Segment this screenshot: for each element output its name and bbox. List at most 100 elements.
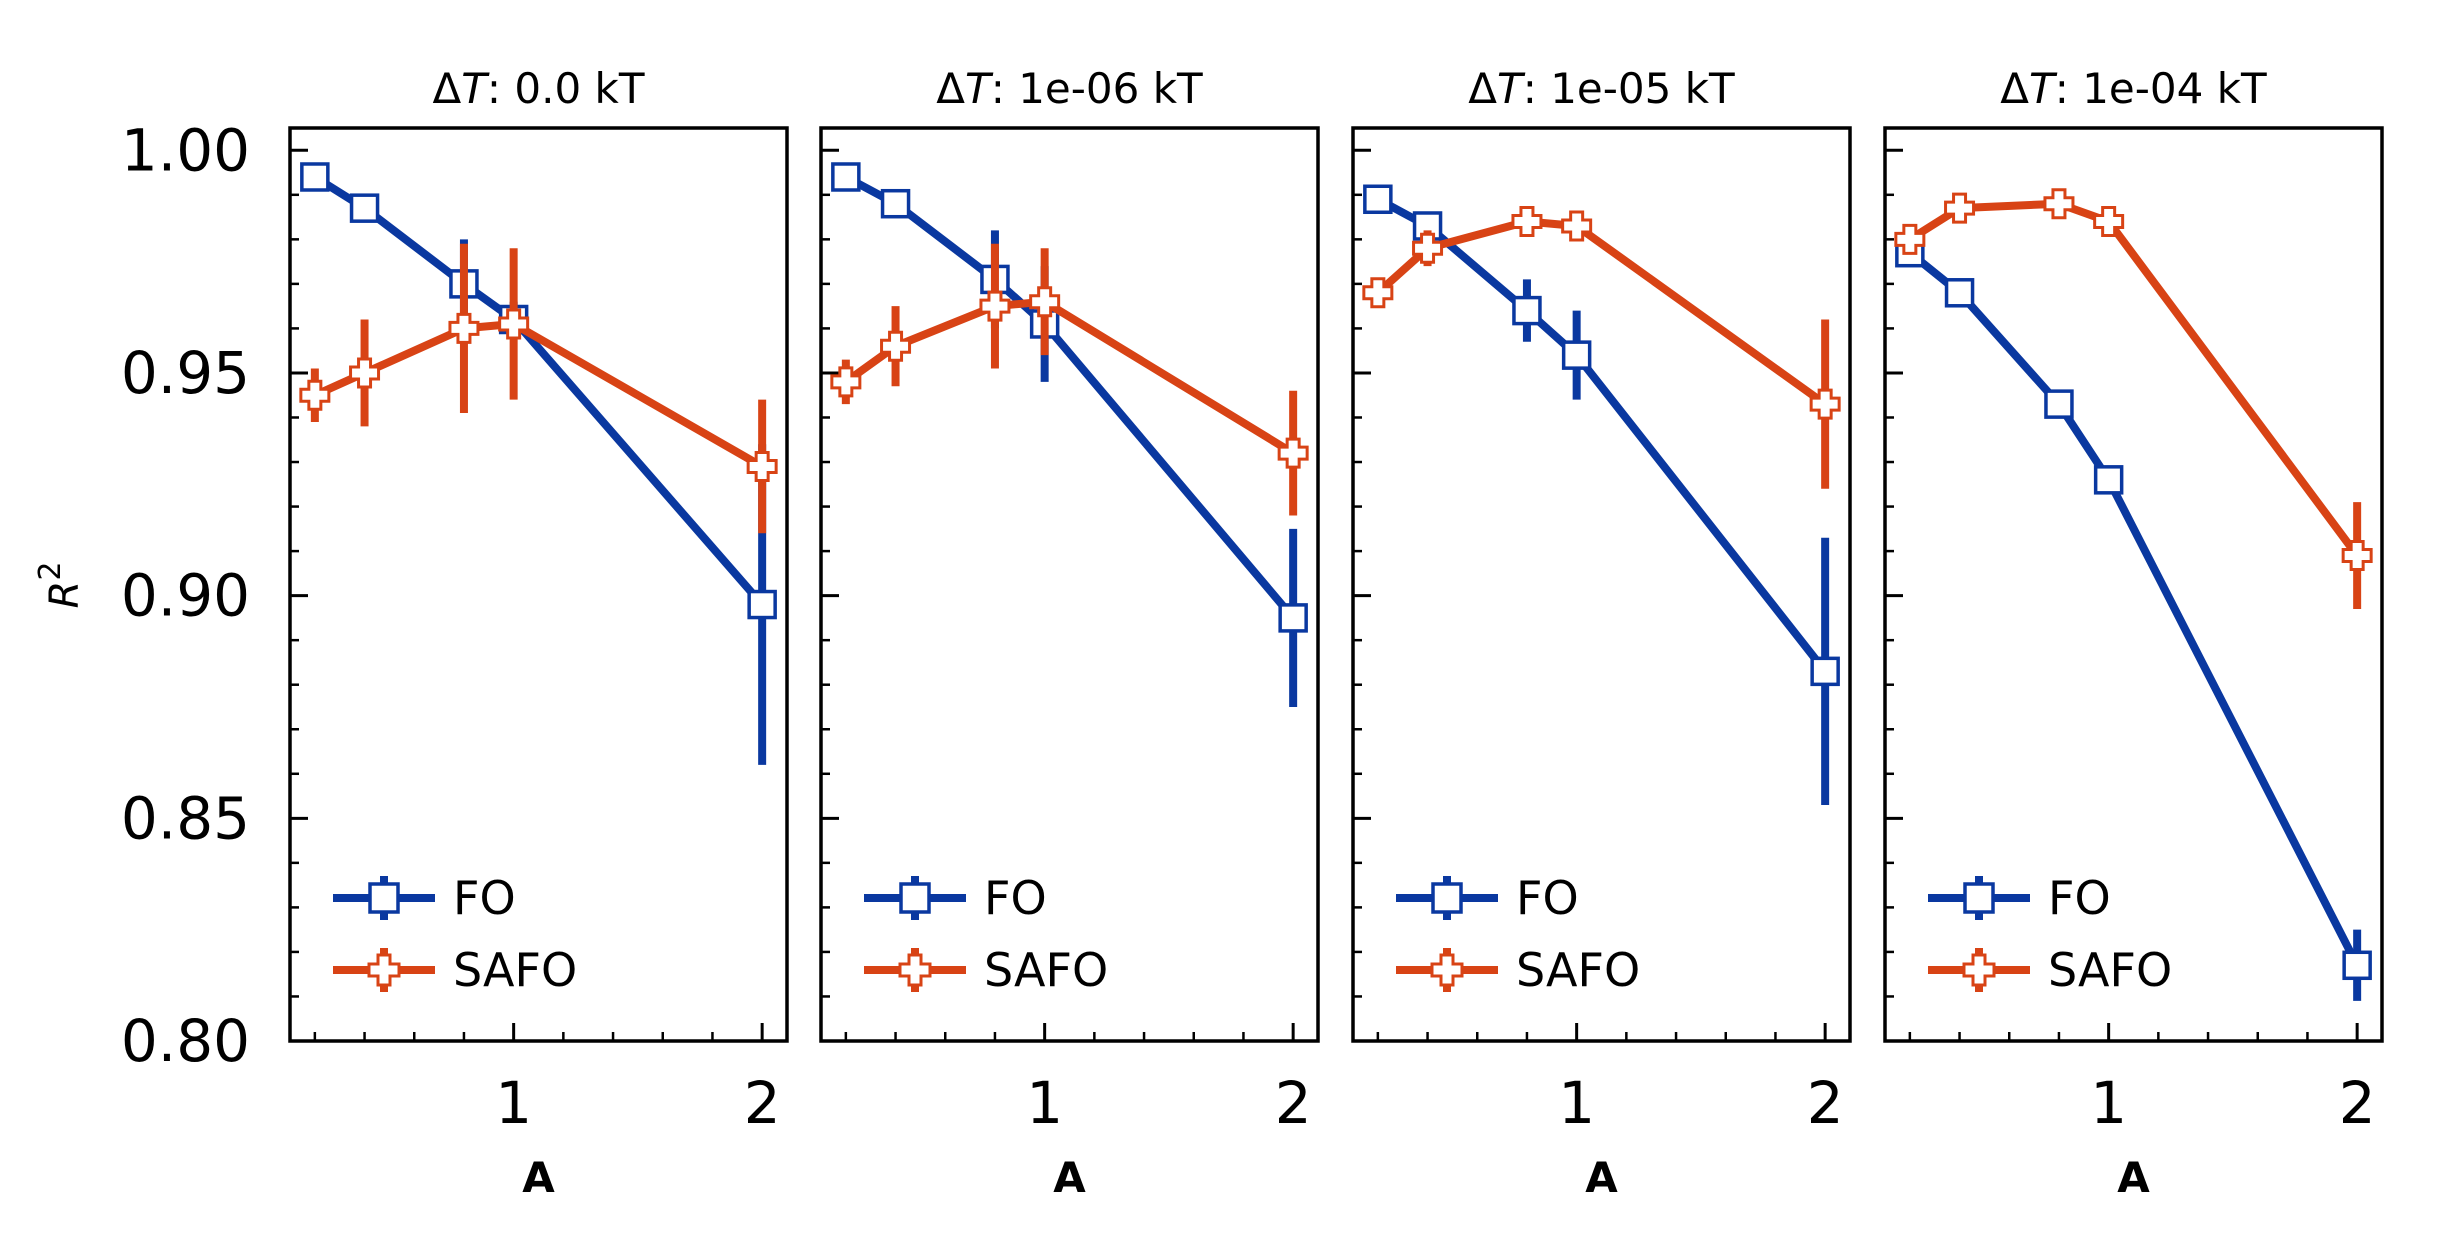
- data-point: [448, 312, 480, 344]
- legend-entry-fo: FO: [1928, 871, 2111, 925]
- legend-entry-safo: SAFO: [1396, 943, 1640, 997]
- panel-4: 1 2 ΔT: 1e-04 kT A FO SAFO: [1883, 64, 2384, 1202]
- panel-2: 1 2 ΔT: 1e-06 kT A FO SAFO: [819, 64, 1320, 1202]
- x-tick-label: 2: [744, 1069, 781, 1137]
- data-point: [1810, 656, 1840, 687]
- title-delta-var: T: [1497, 64, 1526, 113]
- panel-title: ΔT: 0.0 kT: [432, 64, 644, 113]
- axes-frame: [819, 126, 1320, 1043]
- data-point: [1809, 388, 1841, 420]
- data-point: [1363, 184, 1393, 215]
- title-delta-symbol: Δ: [432, 64, 461, 113]
- legend-entry-safo: SAFO: [1928, 943, 2172, 997]
- title-value: : 1e-06 kT: [991, 64, 1203, 113]
- data-point: [1029, 286, 1061, 318]
- data-point: [299, 379, 331, 411]
- x-tick-label: 1: [495, 1069, 532, 1137]
- legend-label: FO: [1516, 871, 1579, 925]
- title-delta: ΔT: [936, 64, 994, 113]
- panel-title: ΔT: 1e-05 kT: [1468, 64, 1735, 113]
- series-fo: [831, 162, 1308, 707]
- series-line: [312, 173, 766, 608]
- series-line: [1907, 199, 2361, 558]
- series-line: [1375, 217, 1828, 408]
- data-point: [2044, 389, 2074, 419]
- data-point: [349, 193, 380, 223]
- x-axis-label: A: [1053, 1153, 1086, 1202]
- data-point: [1412, 232, 1444, 264]
- x-tick-label: 2: [1807, 1069, 1844, 1137]
- title-value: : 1e-05 kT: [1523, 64, 1735, 113]
- legend-label: SAFO: [453, 943, 577, 997]
- y-axis-label-exp: 2: [33, 562, 68, 581]
- x-tick-label: 1: [1026, 1069, 1063, 1137]
- legend-label: FO: [453, 871, 516, 925]
- panel-1: 0.80 0.85 0.90 0.95 1.00 1 2 ΔT: 0.0 kT A FO SAFO: [121, 64, 789, 1202]
- title-value: : 0.0 kT: [487, 64, 645, 113]
- data-point: [830, 366, 862, 398]
- series-line: [843, 297, 1296, 457]
- title-delta-var: T: [965, 64, 994, 113]
- data-point: [1894, 223, 1926, 255]
- y-axis-label-base: R: [42, 581, 88, 609]
- legend-entry-fo: FO: [1396, 871, 1579, 925]
- y-tick-label: 0.95: [121, 339, 250, 407]
- series-fo: [1363, 184, 1840, 805]
- legend-label: FO: [984, 871, 1047, 925]
- data-point: [880, 188, 911, 219]
- data-point: [1944, 192, 1976, 224]
- y-tick-label: 0.85: [121, 784, 250, 852]
- title-delta: ΔT: [1468, 64, 1526, 113]
- title-delta: ΔT: [2000, 64, 2058, 113]
- series-safo: [1894, 188, 2373, 609]
- title-delta: ΔT: [432, 64, 490, 113]
- legend-label: SAFO: [984, 943, 1108, 997]
- legend-label: SAFO: [1516, 943, 1640, 997]
- legend-entry-safo: SAFO: [864, 943, 1108, 997]
- panel-title: ΔT: 1e-04 kT: [2000, 64, 2267, 113]
- x-tick-label: 1: [2090, 1069, 2127, 1137]
- data-point: [831, 162, 861, 192]
- data-point: [498, 308, 530, 340]
- data-point: [2093, 206, 2125, 238]
- legend-entry-safo: SAFO: [333, 943, 577, 997]
- data-point: [2341, 540, 2373, 572]
- legend-marker: [1431, 882, 1463, 914]
- axes-frame: [1351, 126, 1852, 1043]
- data-point: [1944, 278, 1975, 308]
- series-safo: [1362, 206, 1841, 489]
- legend-marker: [899, 882, 931, 914]
- legend-label: FO: [2048, 871, 2111, 925]
- legend-marker: [1962, 953, 1996, 987]
- data-point: [1561, 340, 1592, 370]
- y-tick-label: 1.00: [121, 116, 250, 184]
- y-tick-label: 0.90: [121, 562, 250, 630]
- series-fo: [300, 162, 777, 765]
- series-safo: [830, 243, 1309, 516]
- x-tick-label: 2: [2339, 1069, 2376, 1137]
- axes-frame: [1883, 126, 2384, 1043]
- data-point: [1362, 277, 1394, 309]
- data-point: [746, 450, 778, 482]
- x-tick-label: 1: [1558, 1069, 1595, 1137]
- title-value: : 1e-04 kT: [2055, 64, 2267, 113]
- series-line: [1907, 249, 2361, 968]
- legend-entry-fo: FO: [864, 871, 1047, 925]
- axes-frame: [288, 126, 789, 1043]
- data-point: [349, 357, 381, 389]
- series-line: [843, 173, 1297, 621]
- title-delta-var: T: [461, 64, 490, 113]
- x-axis-label: A: [2117, 1153, 2150, 1202]
- data-point: [747, 589, 777, 620]
- data-point: [1278, 603, 1308, 633]
- legend-marker: [1430, 953, 1464, 987]
- panel-title: ΔT: 1e-06 kT: [936, 64, 1203, 113]
- title-delta-symbol: Δ: [2000, 64, 2029, 113]
- data-point: [880, 330, 912, 362]
- legend-marker: [1963, 882, 1995, 914]
- title-delta-symbol: Δ: [936, 64, 965, 113]
- y-axis-label: R2: [33, 562, 88, 609]
- data-point: [1277, 437, 1309, 469]
- data-point: [1511, 206, 1543, 238]
- panel-3: 1 2 ΔT: 1e-05 kT A FO SAFO: [1351, 64, 1852, 1202]
